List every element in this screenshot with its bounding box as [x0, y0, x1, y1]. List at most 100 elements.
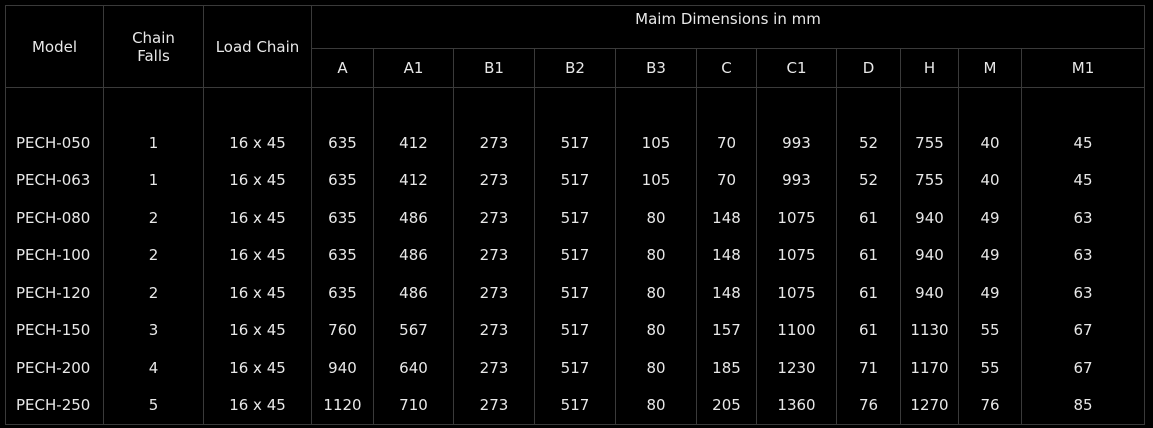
- header-dim-b2: B2: [534, 48, 616, 88]
- cell-m: 49: [958, 274, 1022, 312]
- header-dim-m1: M1: [1021, 48, 1145, 88]
- cell-h: 940: [900, 236, 959, 274]
- header-model: Model: [5, 5, 104, 88]
- cell-b3: 80: [615, 386, 697, 425]
- cell-a1: 486: [373, 199, 454, 237]
- cell-c1: 1100: [756, 311, 837, 349]
- cell-load-chain: 16 x 45: [203, 199, 312, 237]
- cell-a: 635: [311, 236, 374, 274]
- header-dim-c: C: [696, 48, 757, 88]
- cell-m: 49: [958, 236, 1022, 274]
- cell-c1: 993: [756, 161, 837, 199]
- cell-c: 157: [696, 311, 757, 349]
- cell-load-chain: 16 x 45: [203, 124, 312, 162]
- cell-b1: 273: [453, 161, 535, 199]
- cell-c: 148: [696, 236, 757, 274]
- cell-load-chain: 16 x 45: [203, 311, 312, 349]
- cell-model: PECH-100: [5, 236, 104, 274]
- cell-a1: 640: [373, 349, 454, 387]
- cell-m1: 67: [1021, 349, 1145, 387]
- cell-chain-falls: 2: [103, 199, 204, 237]
- cell-b1: 273: [453, 199, 535, 237]
- cell-chain-falls: 2: [103, 274, 204, 312]
- cell-b2: 517: [534, 199, 616, 237]
- cell-chain-falls: 1: [103, 124, 204, 162]
- cell-h: 1270: [900, 386, 959, 425]
- cell-b3: 80: [615, 199, 697, 237]
- cell-b3: 80: [615, 236, 697, 274]
- cell-b3: 80: [615, 349, 697, 387]
- cell-m1: 63: [1021, 199, 1145, 237]
- cell-a: 635: [311, 199, 374, 237]
- cell-model: PECH-200: [5, 349, 104, 387]
- cell-a: 760: [311, 311, 374, 349]
- cell-load-chain: 16 x 45: [203, 386, 312, 425]
- header-dim-d: D: [836, 48, 901, 88]
- cell-load-chain: 16 x 45: [203, 236, 312, 274]
- cell-b1: 273: [453, 236, 535, 274]
- cell-a1: 486: [373, 236, 454, 274]
- header-dim-b3: B3: [615, 48, 697, 88]
- cell-b3: 80: [615, 274, 697, 312]
- cell-a: 940: [311, 349, 374, 387]
- cell-a1: 567: [373, 311, 454, 349]
- cell-m: 40: [958, 161, 1022, 199]
- cell-model: PECH-120: [5, 274, 104, 312]
- cell-load-chain: 16 x 45: [203, 161, 312, 199]
- cell-d: 76: [836, 386, 901, 425]
- cell-c1: 1075: [756, 236, 837, 274]
- cell-c: 70: [696, 161, 757, 199]
- cell-load-chain: 16 x 45: [203, 274, 312, 312]
- table-row: PECH-050 1 16 x 45 635 412 273 517 105 70 993 52 75…: [5, 124, 1145, 162]
- cell-c: 70: [696, 124, 757, 162]
- cell-m1: 85: [1021, 386, 1145, 425]
- cell-c1: 993: [756, 124, 837, 162]
- header-main-dimensions: Maim Dimensions in mm: [311, 5, 1145, 49]
- cell-a: 635: [311, 274, 374, 312]
- table-body: PECH-050 1 16 x 45 635 412 273 517 105 70 993 52 75…: [5, 87, 1145, 425]
- cell-b2: 517: [534, 236, 616, 274]
- cell-h: 1170: [900, 349, 959, 387]
- cell-b1: 273: [453, 274, 535, 312]
- dimensions-table: Model Chain Falls Load Chain Maim Dimens…: [5, 5, 1145, 425]
- spec-table-container: Model Chain Falls Load Chain Maim Dimens…: [5, 5, 1145, 425]
- table-row: PECH-150 3 16 x 45 760 567 273 517 80 157 1100 61 1…: [5, 311, 1145, 349]
- cell-a1: 710: [373, 386, 454, 425]
- cell-model: PECH-050: [5, 124, 104, 162]
- cell-d: 52: [836, 124, 901, 162]
- cell-b1: 273: [453, 124, 535, 162]
- header-dim-a1: A1: [373, 48, 454, 88]
- cell-d: 61: [836, 199, 901, 237]
- table-row: PECH-250 5 16 x 45 1120 710 273 517 80 205 1360 76…: [5, 386, 1145, 425]
- table-row: PECH-063 1 16 x 45 635 412 273 517 105 70 993 52 75…: [5, 161, 1145, 199]
- cell-m: 76: [958, 386, 1022, 425]
- cell-b2: 517: [534, 349, 616, 387]
- header-dim-h: H: [900, 48, 959, 88]
- cell-b1: 273: [453, 311, 535, 349]
- cell-c: 148: [696, 199, 757, 237]
- cell-c1: 1230: [756, 349, 837, 387]
- header-load-chain: Load Chain: [203, 5, 312, 88]
- spacer-row: [5, 87, 1145, 124]
- cell-d: 71: [836, 349, 901, 387]
- cell-c: 205: [696, 386, 757, 425]
- cell-b3: 105: [615, 124, 697, 162]
- cell-a: 1120: [311, 386, 374, 425]
- cell-b1: 273: [453, 386, 535, 425]
- cell-m: 55: [958, 349, 1022, 387]
- cell-chain-falls: 2: [103, 236, 204, 274]
- cell-m1: 63: [1021, 236, 1145, 274]
- cell-c: 148: [696, 274, 757, 312]
- header-dim-b1: B1: [453, 48, 535, 88]
- cell-c1: 1075: [756, 274, 837, 312]
- cell-a: 635: [311, 124, 374, 162]
- header-dim-m: M: [958, 48, 1022, 88]
- cell-b2: 517: [534, 386, 616, 425]
- header-dim-a: A: [311, 48, 374, 88]
- cell-b1: 273: [453, 349, 535, 387]
- cell-h: 940: [900, 199, 959, 237]
- cell-a: 635: [311, 161, 374, 199]
- table-row: PECH-120 2 16 x 45 635 486 273 517 80 148 1075 61 9…: [5, 274, 1145, 312]
- cell-load-chain: 16 x 45: [203, 349, 312, 387]
- cell-m: 40: [958, 124, 1022, 162]
